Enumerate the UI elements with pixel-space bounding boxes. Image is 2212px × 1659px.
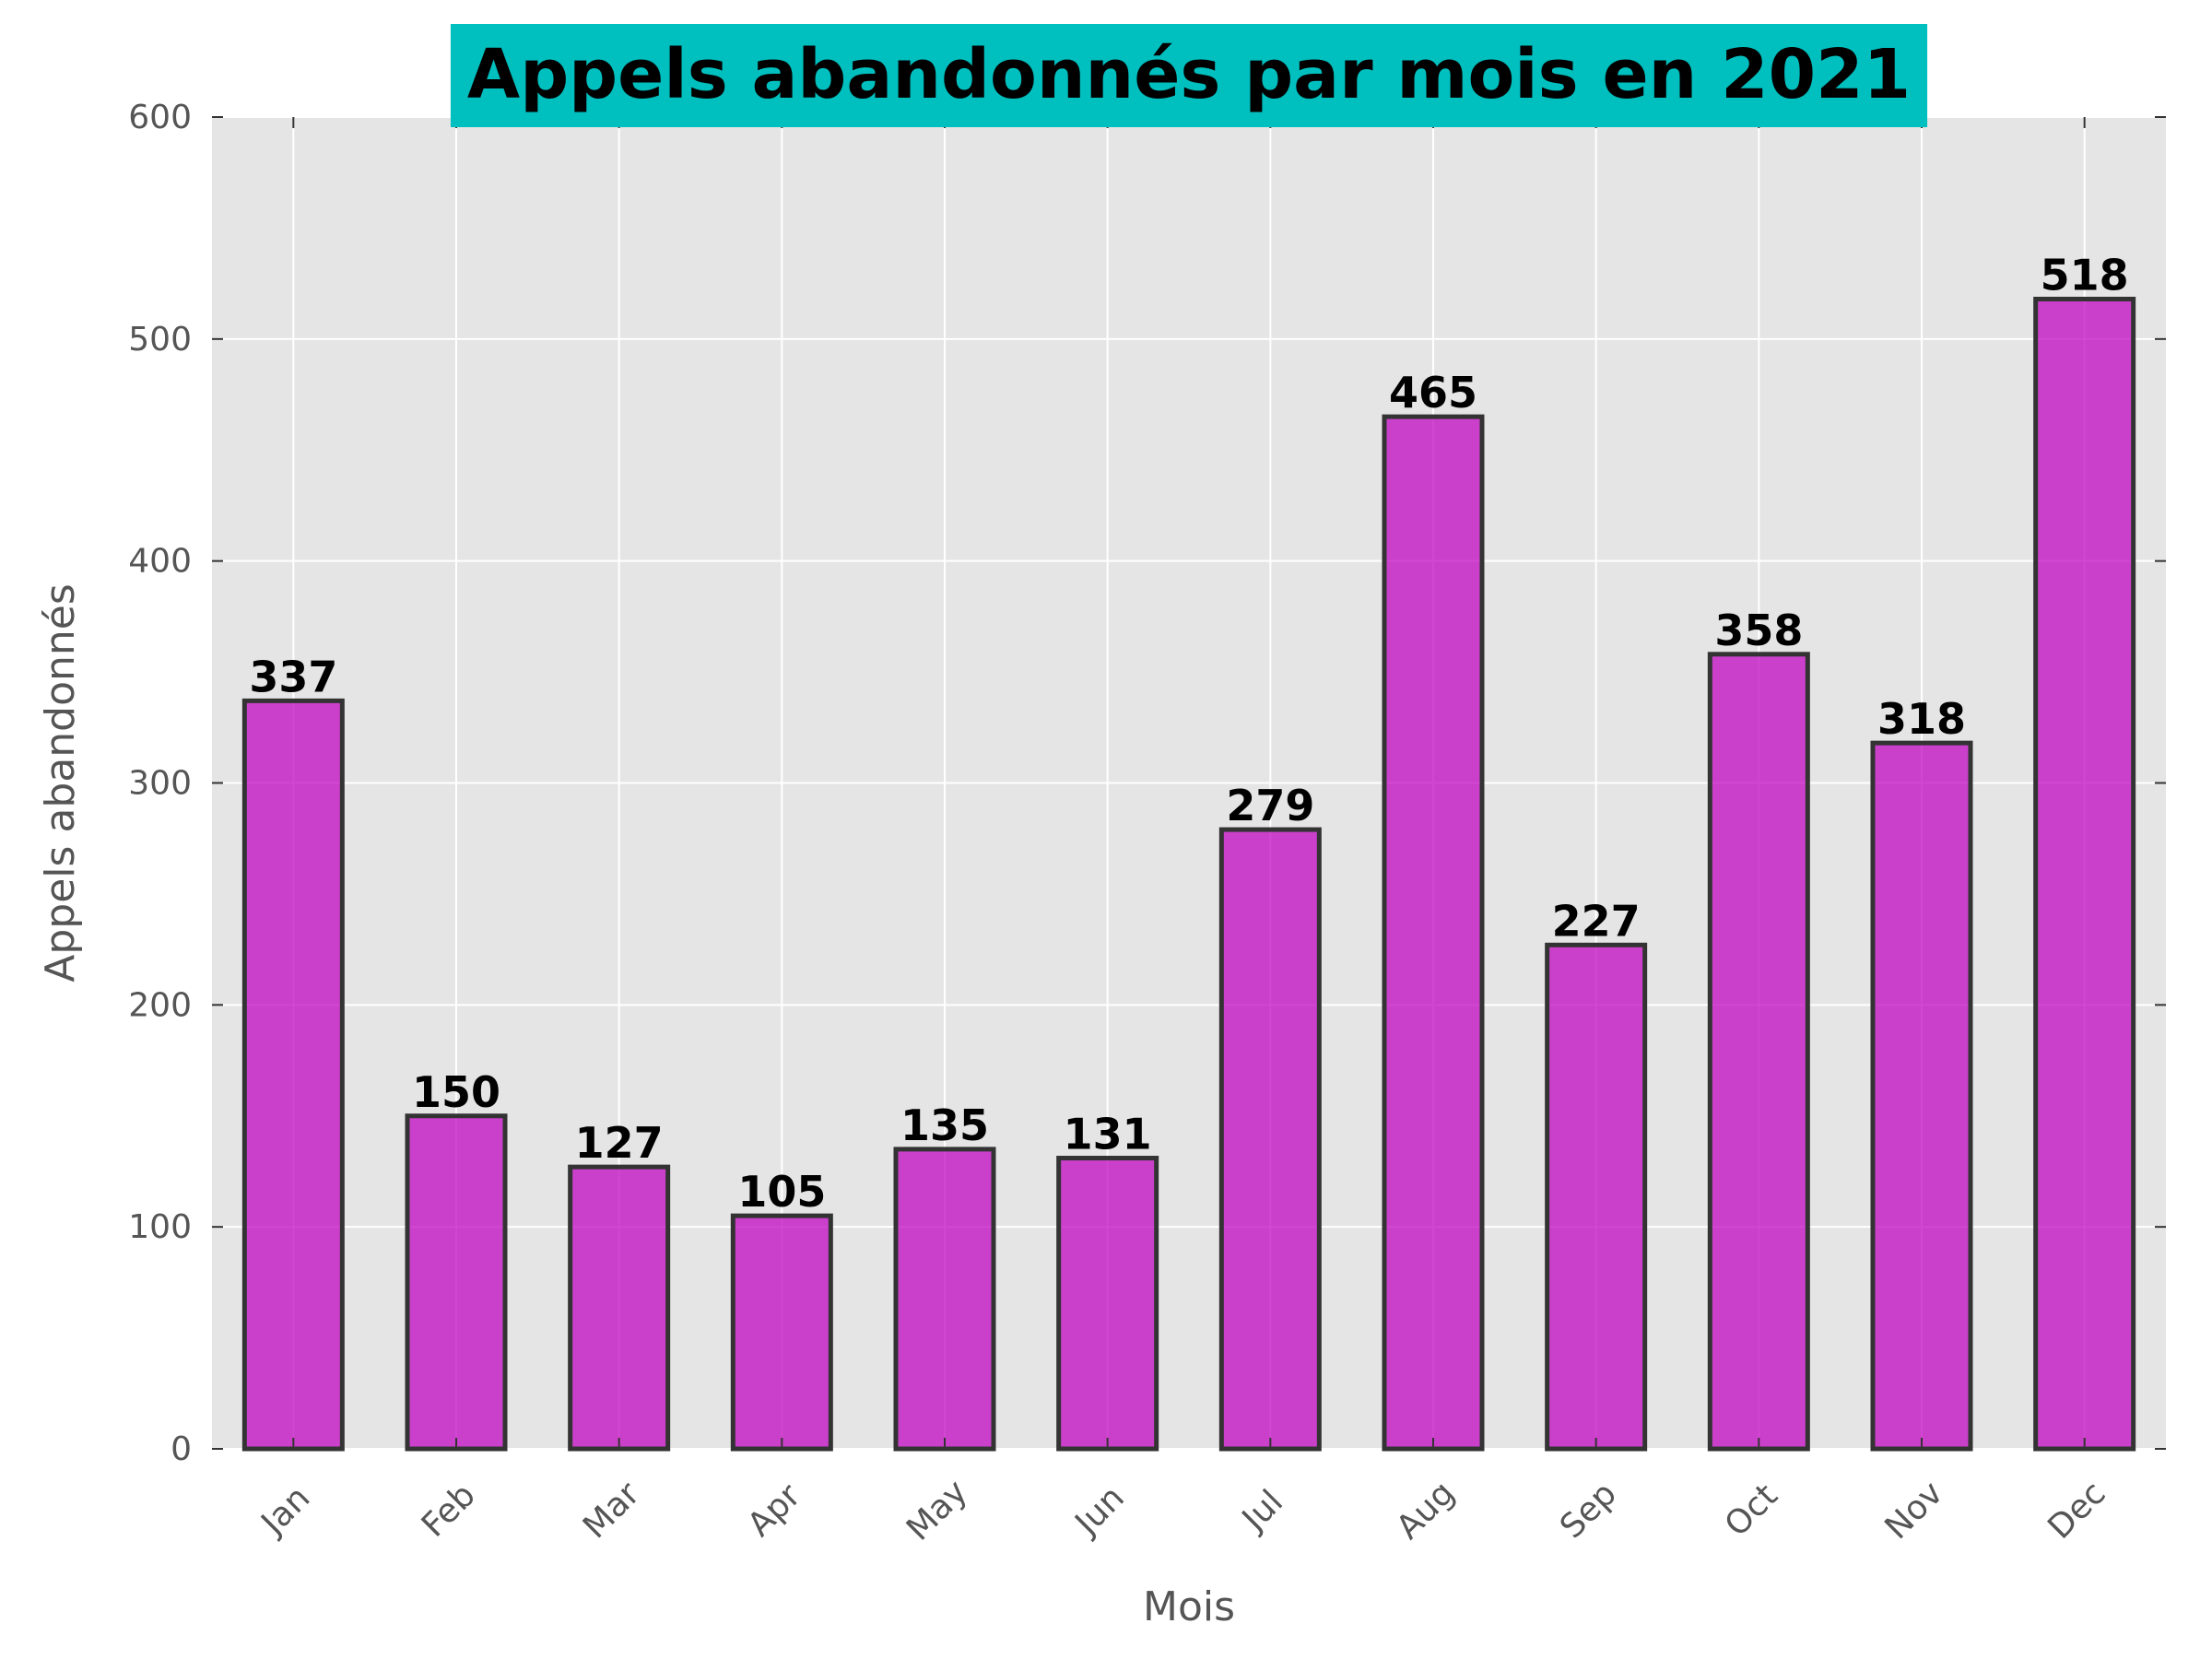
data-label-apr: 105: [737, 1167, 826, 1217]
bar-feb: [405, 1113, 508, 1452]
x-tick-label: Nov: [1878, 1475, 1951, 1547]
data-label-jun: 131: [1064, 1110, 1152, 1159]
y-axis-label: Appels abandonnés: [37, 583, 84, 982]
x-axis-label: Mois: [1143, 1583, 1235, 1630]
x-tick-label: Aug: [1390, 1475, 1463, 1547]
data-label-sep: 227: [1552, 896, 1641, 946]
bar-aug: [1382, 414, 1485, 1452]
bar-jan: [241, 698, 345, 1452]
bar-jun: [1056, 1156, 1159, 1452]
bar-oct: [1707, 652, 1810, 1452]
bar-apr: [730, 1213, 833, 1452]
data-label-may: 135: [900, 1100, 989, 1150]
y-tick-label: 100: [128, 1208, 192, 1246]
y-tick-label: 300: [128, 765, 192, 803]
chart-title: Appels abandonnés par mois en 2021: [467, 35, 1911, 114]
data-labels: 337 150 127 105 135 131 279 465 227 358 318 518: [249, 250, 2128, 1217]
bar-may: [893, 1147, 996, 1452]
data-label-aug: 465: [1389, 368, 1477, 418]
data-label-dec: 518: [2041, 250, 2129, 300]
bars: [241, 296, 2136, 1452]
x-tick-label: May: [900, 1473, 975, 1548]
x-tick-label: Sep: [1553, 1475, 1624, 1546]
x-tick-label: Jun: [1067, 1478, 1132, 1543]
data-label-oct: 358: [1714, 606, 1803, 655]
bar-sep: [1545, 942, 1648, 1452]
x-tick-label: Mar: [576, 1475, 647, 1546]
title-background: [450, 24, 1928, 127]
x-tick-label: Apr: [741, 1477, 808, 1544]
x-tick-label: Dec: [2041, 1475, 2112, 1547]
x-tick-label: Jan: [253, 1479, 318, 1544]
bar-nov: [1870, 740, 1973, 1452]
y-tick-label: 400: [128, 543, 192, 581]
bar-mar: [568, 1164, 671, 1452]
data-label-feb: 150: [412, 1067, 500, 1117]
x-tick-label: Jul: [1234, 1483, 1290, 1539]
data-label-nov: 318: [1877, 694, 1966, 744]
y-tick-label: 200: [128, 986, 192, 1024]
data-label-mar: 127: [575, 1118, 664, 1168]
bar-dec: [2033, 296, 2136, 1452]
y-tick-label: 600: [128, 99, 192, 136]
x-tick-label: Oct: [1718, 1477, 1785, 1544]
y-tick-label: 500: [128, 321, 192, 359]
data-label-jul: 279: [1226, 781, 1314, 830]
data-label-jan: 337: [249, 652, 337, 701]
x-tick-label: Feb: [415, 1477, 483, 1545]
y-tick-label: 0: [171, 1430, 192, 1468]
bar-jul: [1218, 827, 1322, 1452]
